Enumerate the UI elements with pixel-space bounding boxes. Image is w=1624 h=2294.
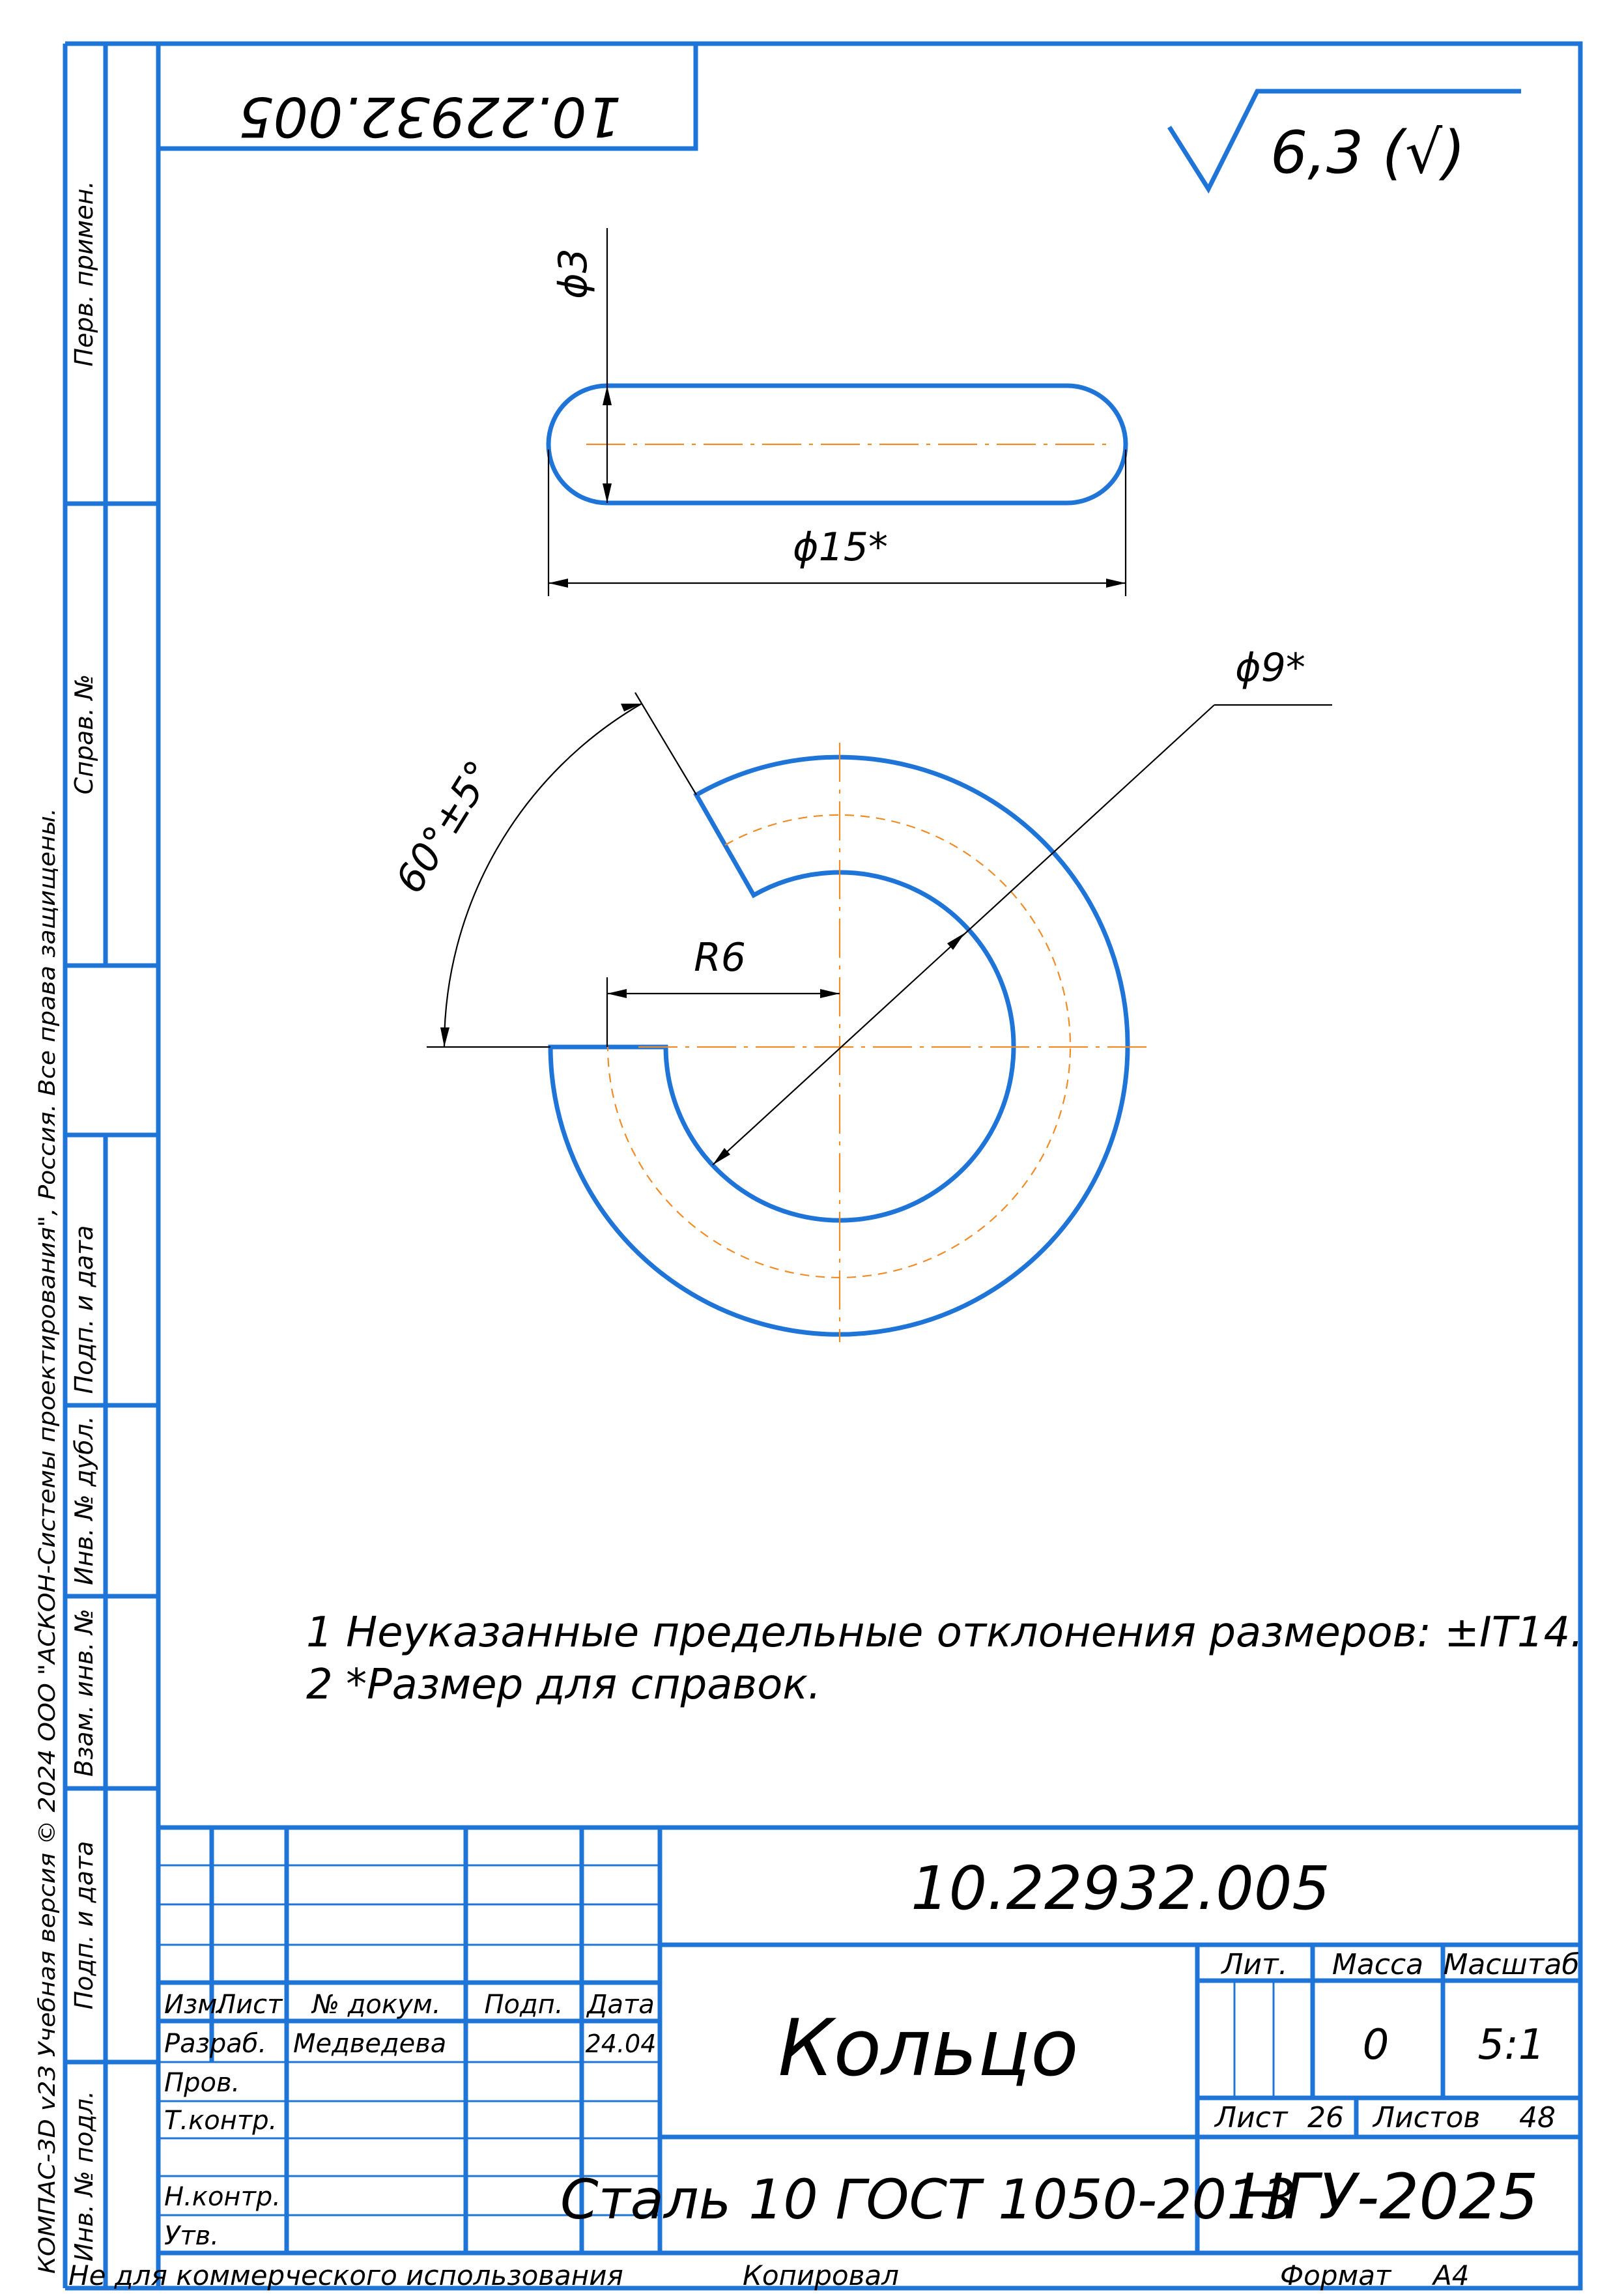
roughness-symbol [1167,89,1521,194]
dim-d9-arrow-bottom [713,1148,730,1165]
tb-nkontr-label: Н.контр. [164,2182,281,2212]
tb-organization: НГУ-2025 [1236,2160,1538,2233]
tb-utv-label: Утв. [164,2221,219,2251]
note-1: 1 Неуказанные предельные отклонения разм… [306,1609,1584,1657]
dim-angle-ext-slanted [634,692,697,796]
footer-kopiroval: Копировал [743,2259,899,2291]
margin-label-sprav-no: Справ. № [70,674,98,795]
ring-mid-circle [606,814,1072,1278]
margin-label-perv-primen: Перв. примен. [70,180,98,366]
tb-part-name: Кольцо [778,2003,1078,2094]
margin-label-podp-data-2: Подп. и дата [70,1841,98,2010]
copyright-notice: КОМПАС-3D v23 Учебная версия © 2024 ООО … [35,808,61,2274]
sheet-frame [156,41,1583,2291]
side-view-outline [546,383,1128,506]
tb-list-value: 26 [1307,2101,1344,2134]
top-designation-box [158,44,698,151]
tb-designation: 10.22932.005 [911,1854,1330,1923]
dim-d9-arrow-top [947,933,965,950]
dim-angle-arc [443,703,642,1048]
margin-label-podp-data-1: Подп. и дата [70,1226,98,1394]
dim-r6-label: R6 [694,935,746,981]
tb-listov-value: 48 [1519,2101,1556,2134]
dim-d3-arrow-top [603,386,612,405]
margin-label-vzam-inv: Взам. инв. № [70,1609,98,1777]
tb-listov-label: Листов [1372,2101,1480,2134]
tb-tkontr-label: Т.контр. [164,2106,277,2136]
tb-hdr-data: Дата [586,1990,655,2020]
top-designation: 10.22932.005 [238,85,621,149]
tb-hdr-izm: Изм. [164,1990,225,2020]
dim-d3-label: ϕ3 [550,248,596,299]
margin-label-inv-podl: Инв. № подл. [70,2091,98,2261]
tb-hdr-podp: Подп. [484,1990,563,2020]
margin-label-inv-dubl: Инв. № дубл. [70,1416,98,1585]
tb-massa-value: 0 [1363,2021,1389,2069]
tb-razrab-label: Разраб. [164,2029,266,2059]
dim-d15-arrow-right [1106,579,1126,588]
tb-material: Сталь 10 ГОСТ 1050-2013 [560,2168,1296,2231]
tb-masshtab-label: Масштаб [1443,1948,1579,1981]
tb-razrab-name: Медведева [293,2029,446,2059]
roughness-value: 6,3 (√) [1270,119,1465,187]
dim-d15-label: ϕ15* [793,524,888,570]
dim-angle-arrow-top [621,704,642,711]
dim-r6-arrow-right [820,989,840,998]
dim-d15-arrow-left [548,579,568,588]
tb-hdr-dokum: № докум. [311,1990,440,2020]
ring-outline [548,754,1130,1337]
tb-massa-label: Масса [1332,1948,1423,1981]
dim-d9-line [712,704,1215,1166]
tb-razrab-date: 24.04 [586,2029,657,2058]
dim-angle-label: 60°±5° [387,753,503,902]
tb-prov-label: Пров. [164,2068,240,2098]
tb-hdr-list: Лист [215,1990,283,2020]
dim-d9-label: ϕ9* [1235,645,1305,691]
note-2: 2 *Размер для справок. [306,1661,821,1709]
dim-angle-arrow-bottom [440,1027,449,1047]
dim-d3-arrow-bottom [603,483,612,503]
footer-not-commercial: Не для коммерческого использования [68,2259,623,2291]
footer-format-value: A4 [1431,2259,1469,2291]
tb-lit-label: Лит. [1220,1948,1287,1981]
footer-format-label: Формат [1280,2259,1392,2291]
dim-r6-arrow-left [607,989,627,998]
tb-masshtab-value: 5:1 [1478,2021,1545,2069]
tb-list-label: Лист [1214,2101,1289,2134]
